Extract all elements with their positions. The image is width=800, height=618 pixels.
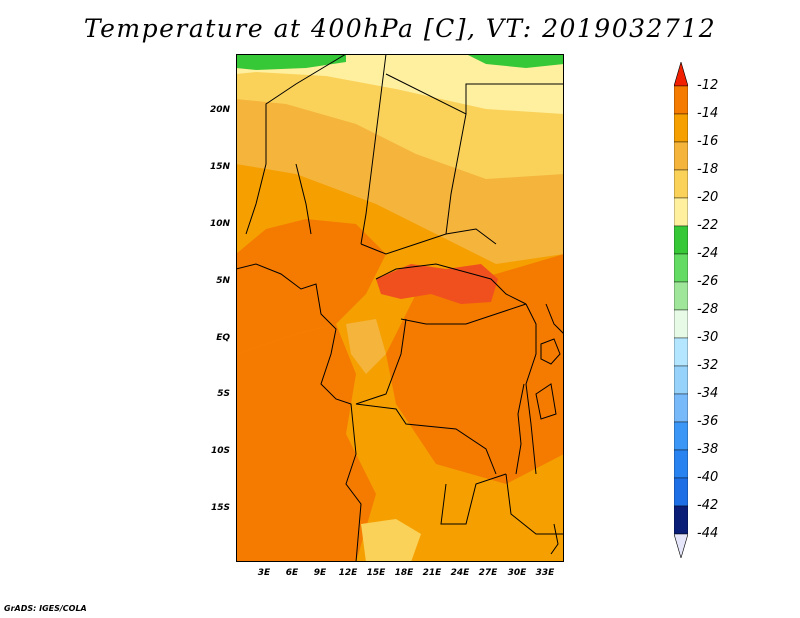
field-band-12 xyxy=(376,264,498,304)
field-band-14-south xyxy=(236,324,376,562)
colorbar-segment xyxy=(674,309,688,339)
colorbar-segment xyxy=(674,365,688,395)
lon-tick-label: 12E xyxy=(338,568,358,578)
colorbar-label: -30 xyxy=(697,330,719,345)
colorbar-segment xyxy=(674,449,688,479)
field-band-22 xyxy=(236,54,564,114)
lon-tick-label: 30E xyxy=(507,568,527,578)
colorbar-label: -20 xyxy=(697,190,719,205)
field-band-24-west xyxy=(236,54,346,70)
colorbar-label: -44 xyxy=(697,526,719,541)
colorbar-label: -22 xyxy=(697,218,719,233)
colorbar-label: -36 xyxy=(697,414,719,429)
colorbar-label: -24 xyxy=(697,246,719,261)
colorbar-segment xyxy=(674,393,688,423)
colorbar-label: -42 xyxy=(697,498,719,513)
lat-tick-label: 5N xyxy=(216,276,230,286)
lon-tick-label: 24E xyxy=(450,568,470,578)
colorbar-segment xyxy=(674,477,688,507)
colorbar-segment xyxy=(674,253,688,283)
lon-tick-label: 15E xyxy=(366,568,386,578)
colorbar-label: -18 xyxy=(697,162,719,177)
lat-tick-label: 15S xyxy=(210,503,230,513)
country-borders xyxy=(236,54,564,562)
lon-tick-label: 27E xyxy=(478,568,498,578)
temperature-map xyxy=(236,54,564,562)
colorbar-bottom-arrow xyxy=(674,533,688,558)
field-band-14-west xyxy=(236,219,386,354)
colorbar-segment xyxy=(674,337,688,367)
colorbar-segment xyxy=(674,505,688,535)
lat-tick-label: 15N xyxy=(209,162,230,172)
lon-tick-label: 33E xyxy=(535,568,555,578)
lon-tick-label: 18E xyxy=(394,568,414,578)
lat-tick-label: 5S xyxy=(217,389,230,399)
colorbar-segment xyxy=(674,169,688,199)
colorbar-segment xyxy=(674,113,688,143)
lat-tick-label: EQ xyxy=(216,333,230,343)
colorbar-segment xyxy=(674,225,688,255)
field-band-24-east xyxy=(466,54,564,68)
lat-tick-label: 10N xyxy=(209,219,230,229)
colorbar-label: -32 xyxy=(697,358,719,373)
lat-tick-label: 20N xyxy=(209,105,230,115)
colorbar-label: -34 xyxy=(697,386,719,401)
lon-tick-label: 21E xyxy=(422,568,442,578)
colorbar-segment xyxy=(674,141,688,171)
map-title: Temperature at 400hPa [C], VT: 201903271… xyxy=(83,14,717,43)
lat-tick-label: 10S xyxy=(210,446,230,456)
colorbar-label: -28 xyxy=(697,302,719,317)
lake-outlines xyxy=(515,338,561,555)
colorbar-segment xyxy=(674,197,688,227)
map-border xyxy=(236,54,564,562)
lon-tick-label: 3E xyxy=(257,568,271,578)
field-patch-18-central xyxy=(346,319,386,374)
colorbar-segment xyxy=(674,281,688,311)
field-patch-20-south xyxy=(361,519,421,562)
colorbar-label: -12 xyxy=(697,78,719,93)
colorbar-label: -38 xyxy=(697,442,719,457)
colorbar xyxy=(674,62,688,558)
footer-credit: GrADS: IGES/COLA xyxy=(4,604,87,613)
colorbar-label: -16 xyxy=(697,134,719,149)
colorbar-label: -40 xyxy=(697,470,719,485)
lon-tick-label: 9E xyxy=(313,568,327,578)
colorbar-label: -26 xyxy=(697,274,719,289)
lon-tick-label: 6E xyxy=(285,568,299,578)
map-canvas xyxy=(236,54,564,562)
colorbar-top-arrow xyxy=(674,62,688,87)
colorbar-label: -14 xyxy=(697,106,719,121)
colorbar-segment xyxy=(674,421,688,451)
colorbar-segment xyxy=(674,85,688,115)
